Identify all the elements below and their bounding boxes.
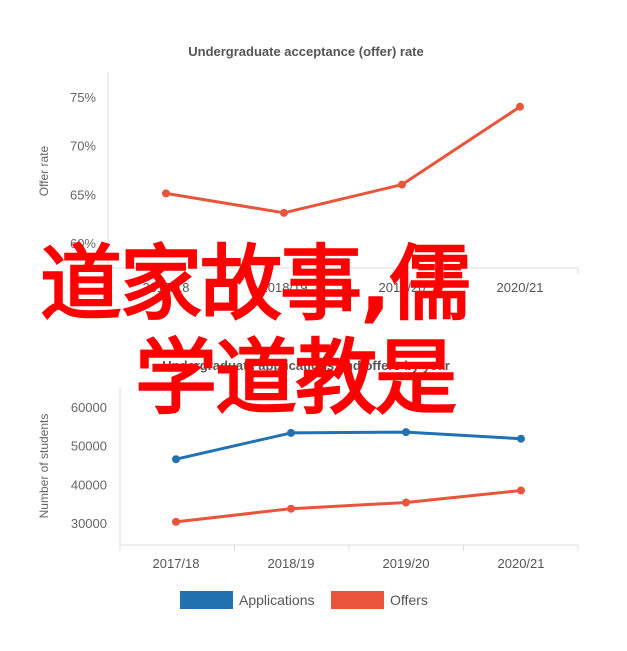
x-tick-label: 2017/18 [143, 280, 190, 295]
data-point[interactable] [287, 428, 295, 437]
data-point[interactable] [517, 486, 525, 495]
y-tick-label: 70% [70, 139, 96, 154]
chart-title: Undergraduate acceptance (offer) rate [188, 44, 424, 59]
legend-swatch[interactable] [331, 591, 384, 609]
data-point[interactable] [172, 455, 180, 464]
data-point[interactable] [517, 434, 525, 443]
legend-swatch[interactable] [180, 591, 233, 609]
data-point[interactable] [402, 498, 410, 507]
y-tick-label: 65% [70, 187, 96, 202]
series-group [162, 102, 524, 217]
y-tick-label: 30000 [71, 516, 107, 531]
x-tick-label: 2019/20 [379, 280, 426, 295]
x-tick-label: 2017/18 [153, 556, 200, 571]
y-tick-label: 40000 [71, 477, 107, 492]
y-axis-label: Offer rate [37, 145, 51, 196]
series-group [172, 428, 525, 526]
y-tick-label: 60000 [71, 400, 107, 415]
x-tick-label: 2019/20 [383, 556, 430, 571]
x-tick-labels: 2017/18 2018/19 2019/20 2020/21 [119, 545, 579, 571]
x-tick-label: 2020/21 [497, 280, 544, 295]
legend-label[interactable]: Applications [239, 592, 315, 608]
applications-offers-chart: Undergraduate applications and offers by… [37, 358, 579, 609]
series-line-applications [174, 430, 523, 461]
y-tick-label: 60% [70, 236, 96, 251]
x-tick-label: 2018/19 [261, 280, 308, 295]
y-tick-label: 50000 [71, 439, 107, 454]
y-axis-label: Number of students [37, 414, 51, 519]
series-line-offers [174, 489, 523, 524]
data-point[interactable] [280, 208, 288, 217]
offer-rate-chart: Undergraduate acceptance (offer) rate Of… [37, 44, 579, 295]
x-tick-label: 2018/19 [268, 556, 315, 571]
data-point[interactable] [172, 517, 180, 526]
data-point[interactable] [398, 180, 406, 189]
chart-title: Undergraduate applications and offers by… [162, 358, 450, 373]
y-tick-label: 75% [70, 90, 96, 105]
legend: Applications Offers [180, 591, 428, 609]
y-tick-labels: 30000 40000 50000 60000 [71, 400, 107, 531]
y-tick-labels: 60% 65% 70% 75% [70, 90, 96, 251]
series-line-rate [164, 105, 522, 215]
x-tick-labels: 2017/18 2018/19 2019/20 2020/21 [107, 268, 579, 295]
data-point[interactable] [162, 189, 170, 198]
legend-label[interactable]: Offers [390, 592, 428, 608]
data-point[interactable] [287, 504, 295, 513]
x-tick-label: 2020/21 [498, 556, 545, 571]
data-point[interactable] [516, 102, 524, 111]
data-point[interactable] [402, 428, 410, 437]
